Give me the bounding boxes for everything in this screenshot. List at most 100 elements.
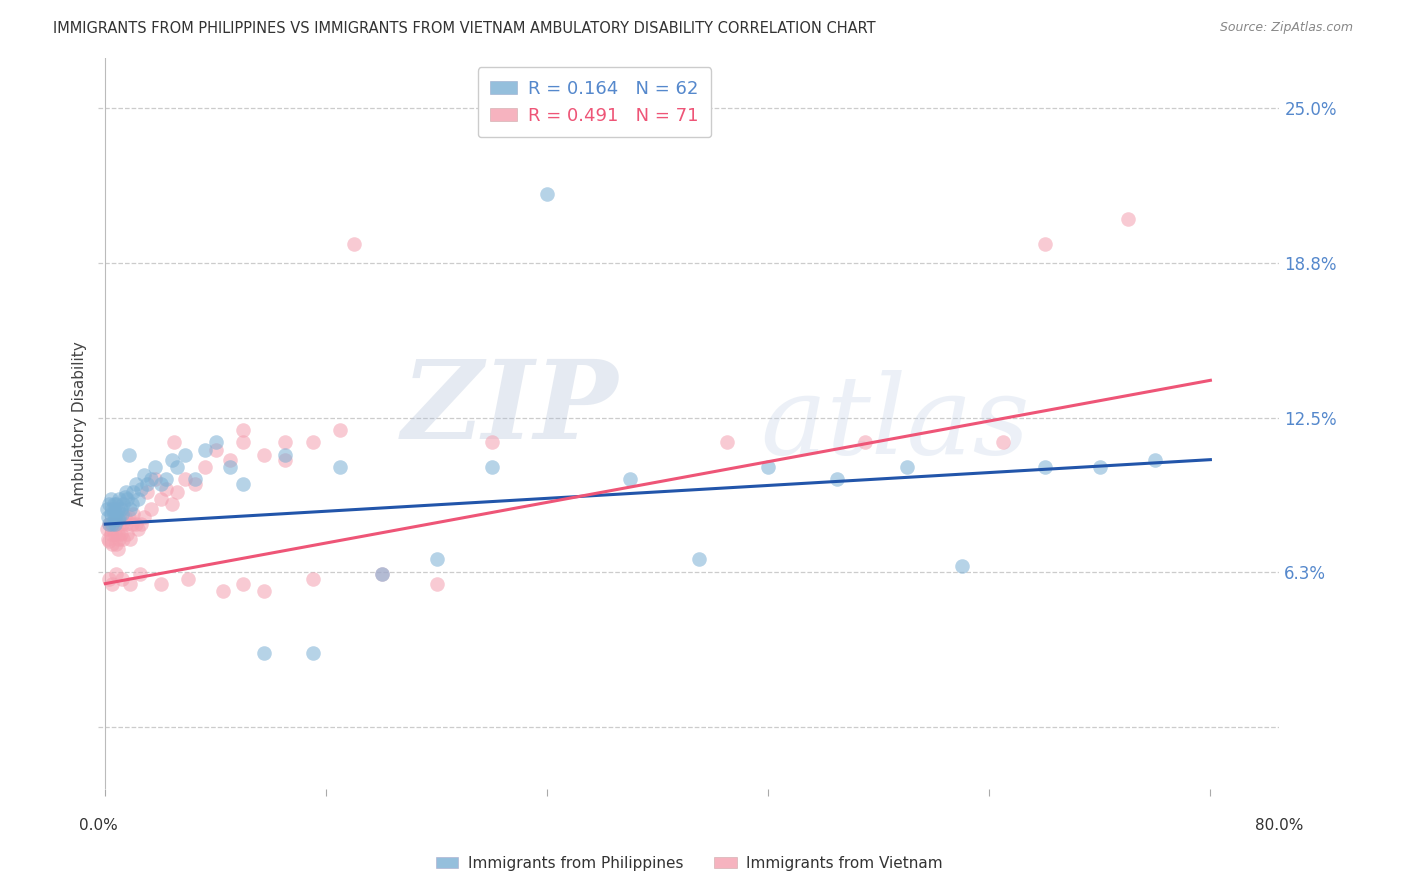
Point [993, 435, 1015, 450]
Point [107, 527, 129, 541]
Point [101, 517, 124, 532]
Point [128, 566, 150, 581]
Point [232, 576, 254, 591]
Point [111, 507, 134, 521]
Point [108, 517, 131, 532]
Point [211, 584, 233, 599]
Point [104, 517, 127, 532]
Point [125, 517, 148, 532]
Point [1033, 236, 1056, 251]
Point [370, 566, 392, 581]
Point [98, 534, 121, 549]
Point [120, 532, 142, 546]
Point [343, 236, 366, 251]
Point [160, 452, 183, 467]
Point [101, 576, 124, 591]
Point [174, 473, 197, 487]
Point [716, 435, 738, 450]
Point [120, 502, 142, 516]
Point [98, 517, 121, 532]
Point [155, 483, 177, 497]
Point [274, 435, 297, 450]
Point [125, 477, 148, 491]
Point [100, 527, 122, 541]
Point [118, 448, 141, 462]
Point [115, 517, 138, 532]
Point [108, 492, 131, 507]
Point [274, 452, 297, 467]
Point [121, 517, 143, 532]
Point [143, 473, 166, 487]
Point [160, 497, 183, 511]
Point [274, 448, 297, 462]
Point [205, 442, 228, 457]
Point [135, 477, 157, 491]
Point [108, 509, 131, 524]
Point [950, 559, 973, 574]
Point [253, 584, 276, 599]
Point [853, 435, 876, 450]
Point [174, 448, 197, 462]
Point [105, 497, 128, 511]
Text: 80.0%: 80.0% [1256, 818, 1303, 832]
Point [166, 484, 188, 499]
Point [756, 460, 779, 475]
Point [1144, 452, 1167, 467]
Point [122, 484, 145, 499]
Point [101, 537, 124, 551]
Point [97, 509, 120, 524]
Point [218, 460, 240, 475]
Point [232, 477, 254, 491]
Point [107, 512, 129, 526]
Point [155, 473, 177, 487]
Point [129, 517, 152, 532]
Point [105, 517, 128, 532]
Point [107, 541, 129, 556]
Point [619, 473, 641, 487]
Point [135, 484, 157, 499]
Point [115, 484, 138, 499]
Point [1116, 212, 1139, 227]
Point [98, 517, 121, 532]
Point [1033, 460, 1056, 475]
Point [100, 507, 122, 521]
Text: ZIP: ZIP [402, 355, 619, 463]
Point [143, 460, 166, 475]
Point [112, 497, 135, 511]
Point [101, 502, 124, 516]
Point [177, 572, 200, 586]
Point [110, 527, 132, 541]
Y-axis label: Ambulatory Disability: Ambulatory Disability [72, 342, 87, 506]
Point [97, 532, 120, 546]
Point [100, 517, 122, 532]
Point [110, 502, 132, 516]
Point [120, 576, 142, 591]
Point [536, 187, 558, 202]
Point [481, 435, 503, 450]
Point [370, 566, 392, 581]
Point [112, 532, 135, 546]
Point [117, 492, 139, 507]
Point [127, 492, 149, 507]
Point [117, 527, 139, 541]
Point [896, 460, 918, 475]
Point [232, 435, 254, 450]
Point [253, 646, 276, 660]
Point [127, 522, 149, 536]
Point [166, 460, 188, 475]
Point [194, 442, 217, 457]
Point [481, 460, 503, 475]
Point [103, 517, 125, 532]
Point [163, 435, 186, 450]
Point [1088, 460, 1111, 475]
Point [132, 509, 155, 524]
Point [232, 423, 254, 437]
Point [301, 646, 323, 660]
Point [96, 522, 118, 536]
Point [149, 492, 172, 507]
Point [122, 507, 145, 521]
Point [103, 507, 125, 521]
Point [104, 527, 127, 541]
Point [108, 532, 131, 546]
Point [111, 517, 134, 532]
